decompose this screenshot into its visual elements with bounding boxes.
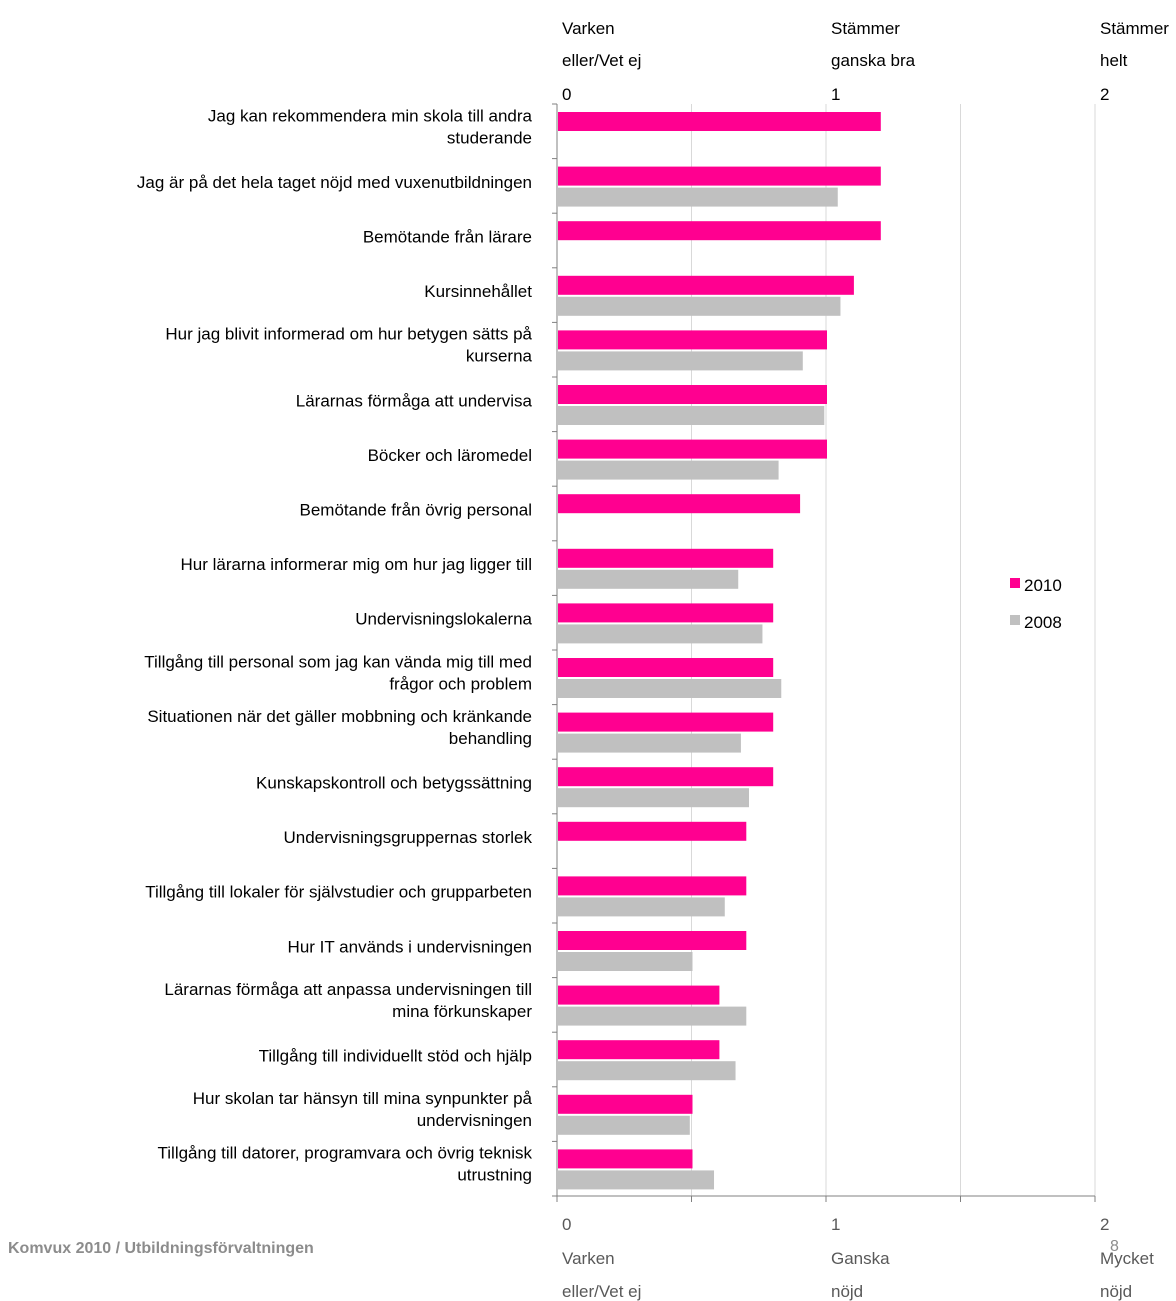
bar-2008-19 [558, 1170, 715, 1190]
bar-2010-11 [558, 712, 774, 732]
top-axis-tick-label: 0 [562, 85, 571, 104]
bar-2010-16 [558, 985, 720, 1005]
bar-2008-10 [558, 679, 782, 698]
axes [552, 103, 1096, 1202]
bar-2010-10 [558, 658, 774, 677]
category-label: frågor och problem [389, 674, 532, 693]
legend-label-2008: 2008 [1024, 613, 1062, 632]
bar-2008-5 [558, 406, 825, 425]
top-axis-tick-label: helt [1100, 51, 1128, 70]
grid-lines [691, 104, 1096, 1196]
bar-2010-5 [558, 385, 827, 404]
bottom-axis-tick-label: nöjd [1100, 1282, 1132, 1301]
bar-2010-18 [558, 1094, 693, 1114]
bar-2008-9 [558, 624, 763, 644]
category-label: Undervisningsgruppernas storlek [283, 828, 532, 847]
category-label: Tillgång till lokaler för självstudier o… [145, 883, 532, 902]
bar-2010-19 [558, 1149, 693, 1169]
category-label: Hur IT används i undervisningen [288, 937, 532, 956]
category-label: Böcker och läromedel [368, 446, 532, 465]
bar-2008-1 [558, 187, 838, 207]
bar-2010-2 [558, 221, 881, 241]
top-axis-tick-label: eller/Vet ej [562, 51, 641, 70]
bar-2010-8 [558, 548, 774, 568]
category-label: Jag är på det hela taget nöjd med vuxenu… [137, 173, 532, 192]
category-label: Bemötande från lärare [363, 228, 532, 247]
bar-2008-6 [558, 460, 779, 480]
category-label: Tillgång till individuellt stöd och hjäl… [259, 1047, 532, 1066]
category-label: kurserna [466, 347, 533, 366]
category-label: Jag kan rekommendera min skola till andr… [208, 106, 533, 125]
legend-swatch-2008 [1010, 615, 1020, 625]
legend: 2010 2008 [1010, 576, 1062, 632]
bar-2008-14 [558, 897, 725, 917]
category-label: Kursinnehållet [424, 282, 532, 301]
bar-2010-15 [558, 931, 747, 950]
top-axis-tick-label: Varken [562, 19, 615, 38]
category-label: Lärarnas förmåga att anpassa undervisnin… [164, 980, 532, 999]
category-label: Situationen när det gäller mobbning och … [147, 707, 532, 726]
category-label: Hur jag blivit informerad om hur betygen… [165, 325, 532, 344]
bar-2010-4 [558, 330, 827, 350]
bottom-axis-tick-label: nöjd [831, 1282, 863, 1301]
bottom-axis-tick-label: 1 [831, 1215, 840, 1234]
bar-2008-4 [558, 351, 803, 371]
category-label: Tillgång till datorer, programvara och ö… [158, 1144, 533, 1163]
legend-label-2010: 2010 [1024, 576, 1062, 595]
bar-2008-3 [558, 296, 841, 316]
category-label: utrustning [457, 1166, 532, 1185]
category-label: Hur lärarna informerar mig om hur jag li… [181, 555, 532, 574]
bar-2010-13 [558, 821, 747, 841]
category-label: undervisningen [417, 1111, 532, 1130]
bar-2010-7 [558, 494, 801, 514]
category-label: Tillgång till personal som jag kan vända… [144, 652, 532, 671]
footer-source: Komvux 2010 / Utbildningsförvaltningen [8, 1240, 314, 1257]
bar-2008-16 [558, 1006, 747, 1026]
bottom-axis-tick-label: 2 [1100, 1215, 1109, 1234]
top-axis-labels: Varken eller/Vet ej 0 Stämmer ganska bra 1 Stä… [562, 19, 1169, 104]
bottom-axis-tick-label: Varken [562, 1249, 615, 1268]
bottom-axis-labels: 0 Varken eller/Vet ej 1 Ganska nöjd 2 Mycket nöj… [562, 1215, 1154, 1301]
category-label: Bemötande från övrig personal [300, 501, 532, 520]
bar-2010-12 [558, 767, 774, 787]
bottom-axis-tick-label: Mycket [1100, 1249, 1154, 1268]
category-label: Undervisningslokalerna [355, 610, 532, 629]
bar-2008-17 [558, 1061, 736, 1081]
bar-2010-17 [558, 1040, 720, 1060]
bar-2010-9 [558, 603, 774, 623]
category-label: behandling [449, 729, 532, 748]
legend-swatch-2010 [1010, 578, 1020, 588]
category-labels: Jag kan rekommendera min skola till andr… [137, 106, 533, 1184]
category-label: Kunskapskontroll och betygssättning [256, 774, 532, 793]
bar-2008-12 [558, 788, 749, 808]
category-label: Lärarnas förmåga att undervisa [296, 391, 533, 410]
top-axis-tick-label: ganska bra [831, 51, 916, 70]
bar-2010-14 [558, 876, 747, 896]
bar-2008-15 [558, 952, 693, 971]
bar-2010-0 [558, 112, 881, 131]
bar-2008-18 [558, 1115, 690, 1135]
category-label: studerande [447, 128, 532, 147]
bottom-axis-tick-label: 0 [562, 1215, 571, 1234]
category-label: mina förkunskaper [392, 1002, 532, 1021]
bar-2010-1 [558, 166, 881, 186]
bar-2010-3 [558, 275, 854, 295]
top-axis-tick-label: 1 [831, 85, 840, 104]
top-axis-tick-label: Stämmer [1100, 19, 1169, 38]
bottom-axis-tick-label: eller/Vet ej [562, 1282, 641, 1301]
top-axis-tick-label: 2 [1100, 85, 1109, 104]
bars [558, 112, 881, 1190]
bar-2008-11 [558, 733, 741, 753]
category-label: Hur skolan tar hänsyn till mina synpunkt… [193, 1089, 533, 1108]
bar-2010-6 [558, 439, 827, 459]
bar-2008-8 [558, 569, 739, 589]
page-number: 8 [1110, 1238, 1119, 1255]
top-axis-tick-label: Stämmer [831, 19, 900, 38]
bottom-axis-tick-label: Ganska [831, 1249, 890, 1268]
